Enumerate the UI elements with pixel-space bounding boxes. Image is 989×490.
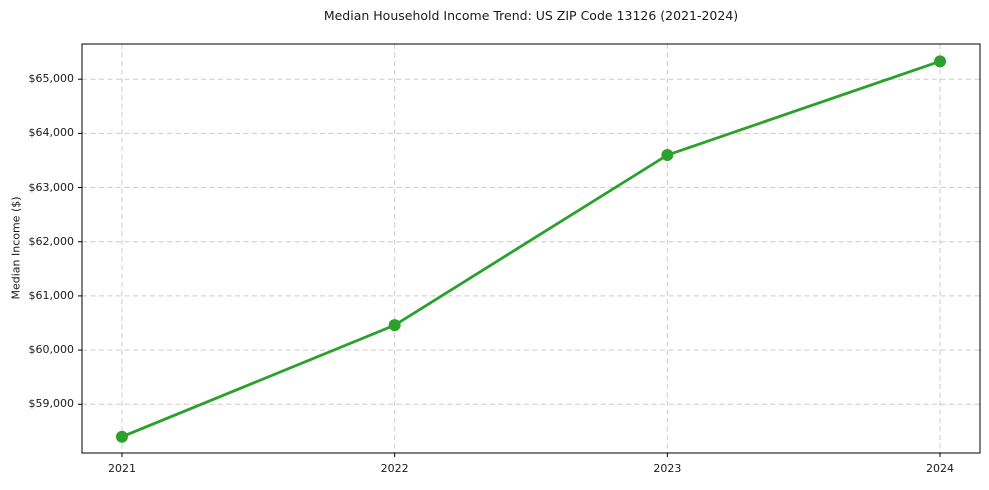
data-point-marker — [115, 430, 128, 443]
data-point-marker — [934, 55, 947, 68]
y-tick-label: $60,000 — [28, 343, 75, 357]
y-tick-label: $65,000 — [28, 72, 75, 86]
x-tick-label: 2023 — [653, 462, 682, 475]
y-tick-label: $63,000 — [28, 180, 75, 194]
chart-title: Median Household Income Trend: US ZIP Co… — [323, 8, 739, 23]
trend-line — [120, 59, 942, 439]
y-tick-label: $62,000 — [28, 234, 75, 248]
data-point-marker — [388, 319, 401, 332]
plot-border — [81, 43, 981, 454]
y-tick-label: $64,000 — [28, 126, 75, 140]
data-point-marker — [661, 149, 674, 162]
x-tick-label: 2021 — [107, 462, 136, 475]
y-tick-label: $59,000 — [28, 397, 75, 411]
x-tick-label: 2022 — [380, 462, 409, 475]
x-tick-label: 2024 — [926, 462, 955, 475]
y-tick-label: $61,000 — [28, 288, 75, 302]
